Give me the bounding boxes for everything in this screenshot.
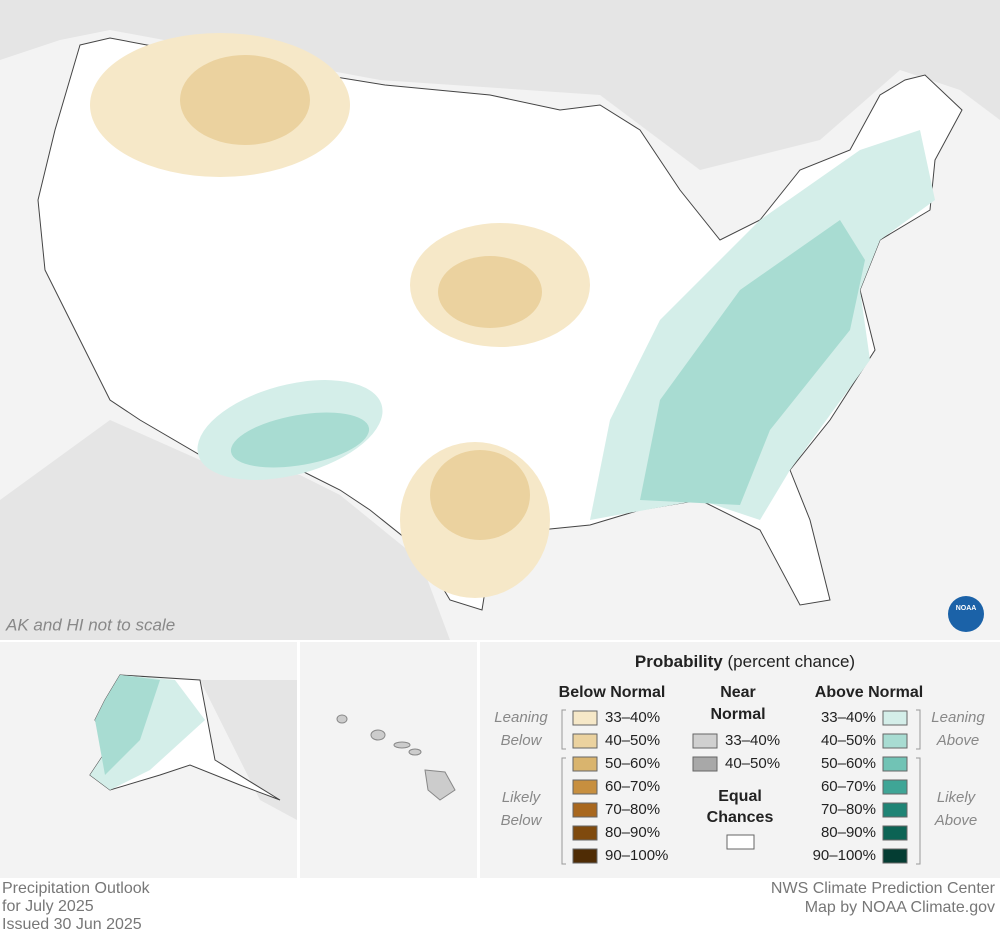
hawaii: [336, 714, 456, 801]
group-heading: Below Normal: [559, 684, 666, 701]
legend-text: Below: [501, 732, 543, 749]
legend-label: 33–40%: [821, 709, 876, 726]
legend-swatch: [572, 802, 598, 818]
legend-label: 50–60%: [821, 755, 876, 772]
legend-label: 90–100%: [813, 847, 876, 864]
legend-text: Likely: [937, 789, 977, 806]
legend-label: 33–40%: [605, 709, 660, 726]
legend-swatch: [882, 848, 908, 864]
footer-text: Precipitation Outlook: [2, 880, 151, 897]
legend-subtitle: (percent chance): [728, 652, 856, 671]
legend-swatch: [692, 733, 718, 749]
above-area: [640, 220, 865, 505]
footer-text: NWS Climate Prediction Center: [771, 880, 996, 897]
legend-swatch: [572, 779, 598, 795]
legend-label: 40–50%: [725, 755, 780, 772]
legend-text: Normal: [710, 706, 765, 723]
legend-items: 33–40% 40–50% 50–60% 60–70% 70–80% 80–90% 90–1…: [494, 684, 985, 865]
above-area: [95, 675, 160, 775]
legend-label: 50–60%: [605, 755, 660, 772]
legend-label: 40–50%: [605, 732, 660, 749]
footer-text: Map by NOAA Climate.gov: [805, 899, 995, 916]
legend-swatch: [692, 756, 718, 772]
legend-swatch: [572, 710, 598, 726]
legend-text: Above: [934, 812, 978, 829]
legend-label: 70–80%: [821, 801, 876, 818]
legend-text: Near: [720, 684, 756, 701]
footer-text: for July 2025: [2, 898, 94, 915]
legend-label: 80–90%: [821, 824, 876, 841]
legend-title-main: Probability: [635, 652, 723, 671]
bracket: [916, 709, 921, 750]
legend-text: Leaning: [494, 709, 548, 726]
group-heading: Above Normal: [815, 684, 923, 701]
scale-note: AK and HI not to scale: [5, 615, 175, 634]
bracket: [916, 757, 921, 865]
legend-swatch: [882, 779, 908, 795]
legend-swatch: [882, 710, 908, 726]
legend-label: 70–80%: [605, 801, 660, 818]
legend-label: 60–70%: [605, 778, 660, 795]
below-area: [180, 55, 310, 145]
legend-swatch: [572, 848, 598, 864]
legend-swatch: [882, 756, 908, 772]
legend-swatch: [882, 733, 908, 749]
legend-swatch: [882, 802, 908, 818]
legend-swatch: [882, 825, 908, 841]
below-area: [438, 256, 542, 328]
legend-swatch: [572, 825, 598, 841]
legend-swatch: [572, 733, 598, 749]
legend-label: 90–100%: [605, 847, 668, 864]
noaa-logo: [948, 596, 984, 632]
legend-text: Leaning: [931, 709, 985, 726]
footer-text: Issued 30 Jun 2025: [2, 916, 142, 933]
legend-text: Likely: [502, 789, 542, 806]
bracket: [561, 709, 566, 750]
legend-swatch: [726, 834, 755, 850]
bracket: [561, 757, 566, 865]
legend-label: 60–70%: [821, 778, 876, 795]
hawaii-panel: [300, 642, 477, 878]
legend-text: Above: [936, 732, 980, 749]
legend-swatch: [572, 756, 598, 772]
legend-label: 33–40%: [725, 732, 780, 749]
legend-text: Chances: [707, 809, 774, 826]
legend-text: Below: [501, 812, 543, 829]
legend-label: 80–90%: [605, 824, 660, 841]
above-area: [230, 412, 370, 468]
logo-text: NOAA: [956, 605, 977, 612]
legend-title: Probability (percent chance): [635, 652, 855, 671]
below-area: [430, 450, 530, 540]
canada: [200, 680, 297, 820]
mexico: [0, 420, 450, 640]
legend-text: Equal: [718, 788, 762, 805]
legend-label: 40–50%: [821, 732, 876, 749]
